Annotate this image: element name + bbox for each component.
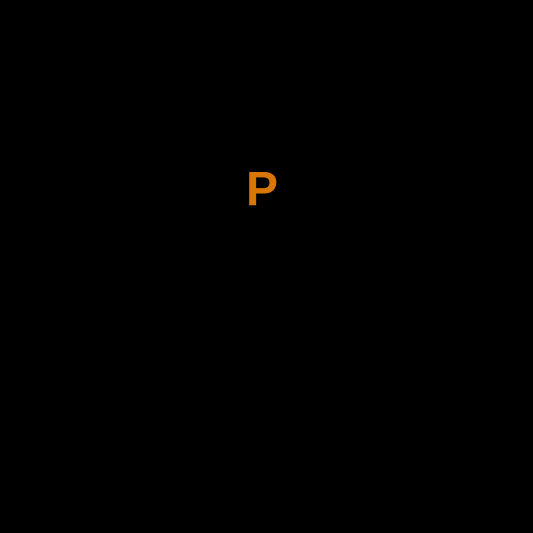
letter-p-glyph: P: [246, 166, 278, 214]
